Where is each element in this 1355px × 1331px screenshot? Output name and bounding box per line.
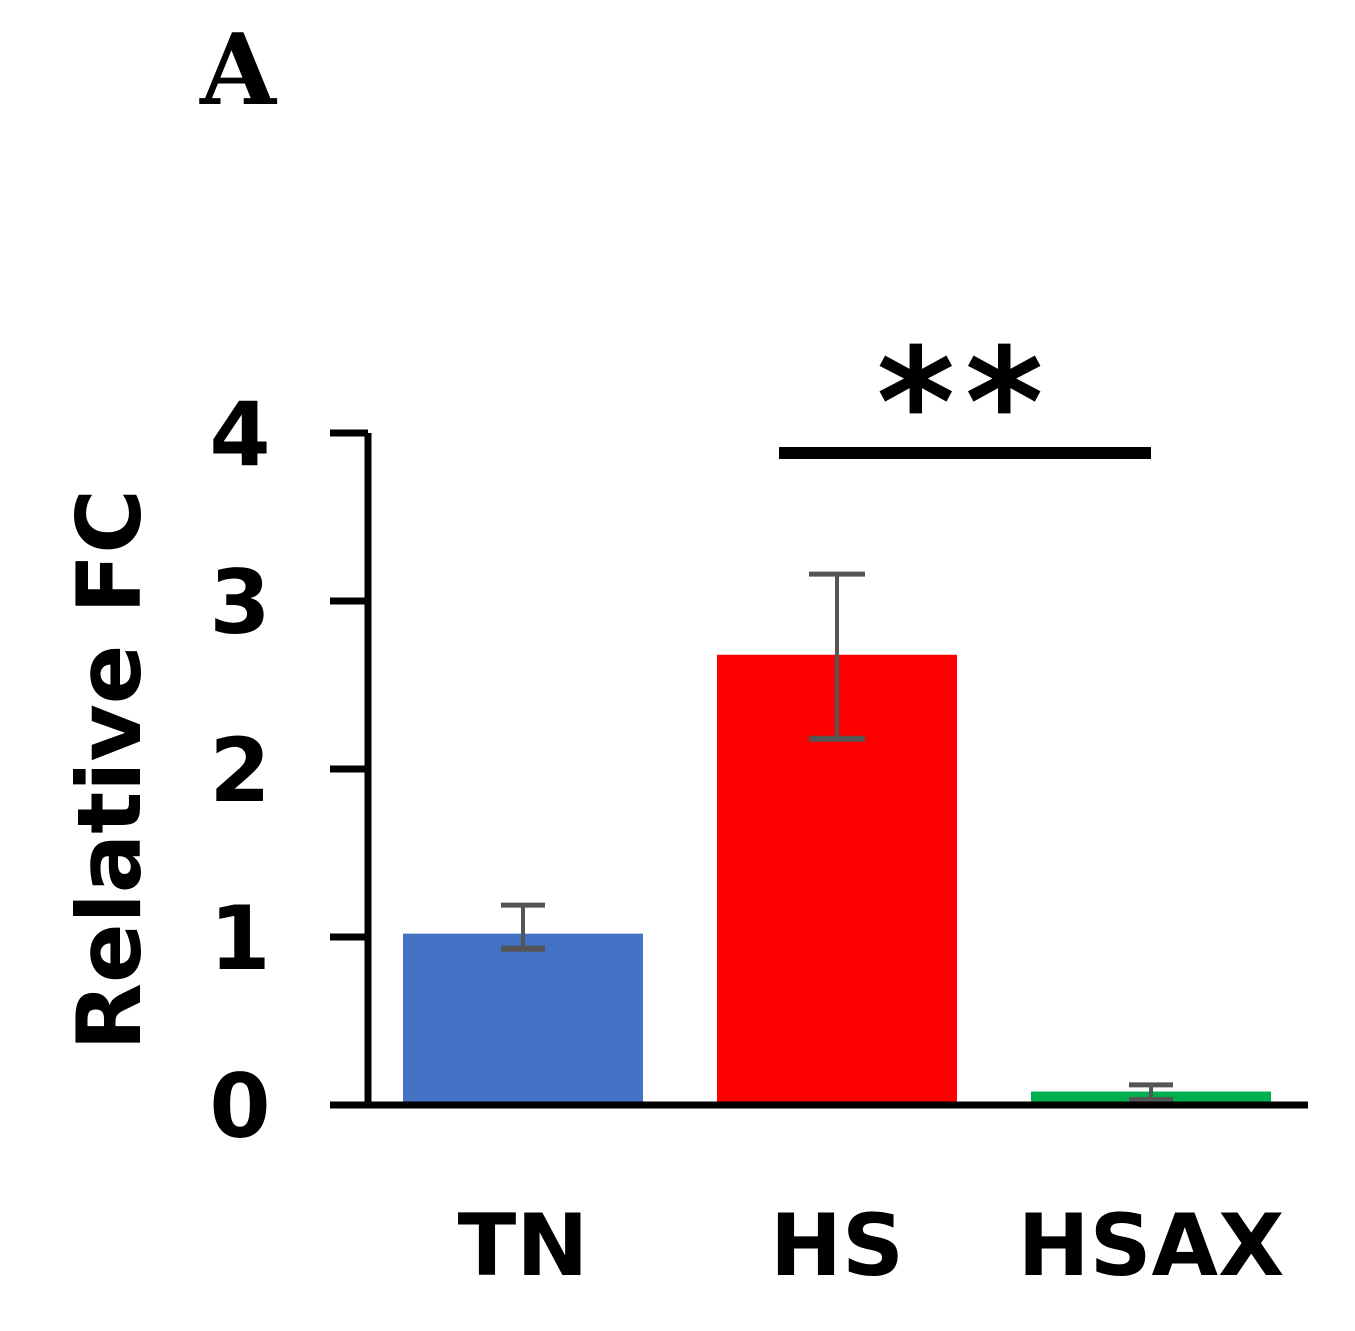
panel-label: A xyxy=(199,13,278,128)
y-tick-label-0: 0 xyxy=(209,1055,270,1158)
y-tick-label-2: 2 xyxy=(209,719,270,822)
significance-label: ** xyxy=(877,317,1054,491)
y-tick-label-3: 3 xyxy=(209,551,270,654)
x-tick-label-hsax: HSAX xyxy=(1018,1196,1285,1296)
x-tick-label-hs: HS xyxy=(770,1196,904,1296)
y-axis-label: Relative FC xyxy=(58,489,161,1051)
y-tick-label-1: 1 xyxy=(209,887,270,990)
y-tick-label-4: 4 xyxy=(209,383,270,486)
chart-marks: 0 1 2 3 4 TN HS HSAX ** xyxy=(209,317,1308,1296)
x-tick-label-tn: TN xyxy=(458,1196,589,1296)
bar-tn xyxy=(403,933,643,1105)
